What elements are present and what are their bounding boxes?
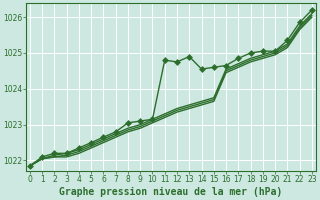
X-axis label: Graphe pression niveau de la mer (hPa): Graphe pression niveau de la mer (hPa) [59, 187, 283, 197]
